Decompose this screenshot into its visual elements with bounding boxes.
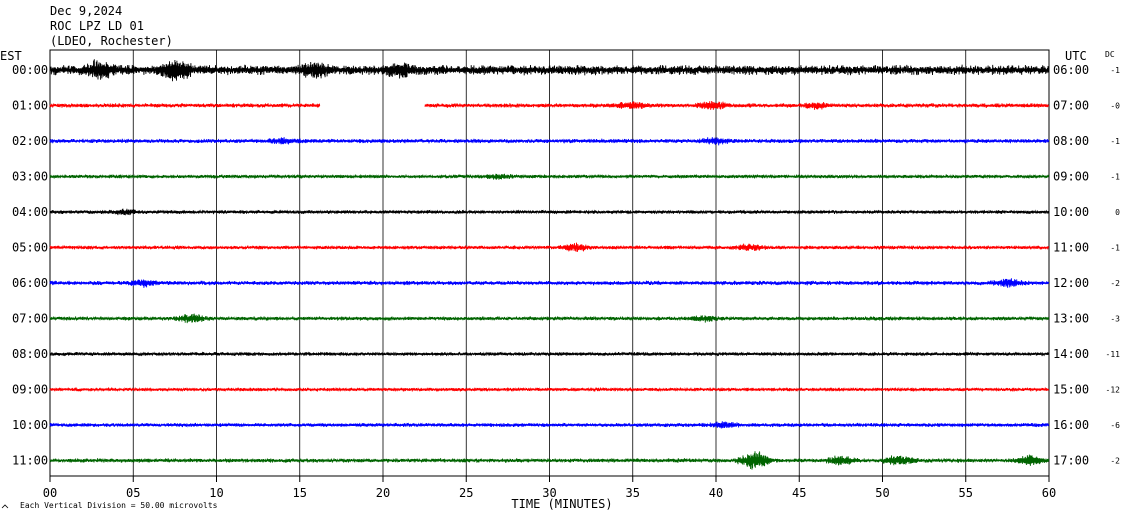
est-hour-label: 02:00 bbox=[12, 134, 48, 148]
station-label: ROC LPZ LD 01 bbox=[50, 19, 144, 33]
scale-footnote: Each Vertical Division = 50.00 microvolt… bbox=[20, 501, 218, 510]
dc-offset-label: 0 bbox=[1115, 208, 1120, 217]
x-tick-label: 55 bbox=[959, 486, 973, 500]
est-hour-label: 09:00 bbox=[12, 383, 48, 397]
utc-hour-label: 16:00 bbox=[1053, 418, 1089, 432]
est-hour-label: 08:00 bbox=[12, 347, 48, 361]
x-tick-label: 25 bbox=[459, 486, 473, 500]
x-tick-label: 35 bbox=[626, 486, 640, 500]
x-tick-label: 60 bbox=[1042, 486, 1056, 500]
x-tick-label: 00 bbox=[43, 486, 57, 500]
dc-offset-label: -0 bbox=[1110, 102, 1120, 111]
est-hour-label: 07:00 bbox=[12, 312, 48, 326]
seismic-trace-07:00 bbox=[49, 313, 1050, 324]
x-tick-label: 40 bbox=[709, 486, 723, 500]
est-hour-label: 04:00 bbox=[12, 205, 48, 219]
seismic-trace-00:00 bbox=[49, 59, 1050, 82]
seismic-trace-05:00 bbox=[49, 242, 1050, 252]
dc-offset-label: -1 bbox=[1110, 173, 1120, 182]
utc-axis-label: UTC bbox=[1065, 49, 1087, 63]
dc-offset-label: -2 bbox=[1110, 279, 1120, 288]
utc-hour-label: 09:00 bbox=[1053, 170, 1089, 184]
network-label: (LDEO, Rochester) bbox=[50, 34, 173, 48]
dc-offset-label: -12 bbox=[1106, 386, 1121, 395]
est-hour-label: 00:00 bbox=[12, 63, 48, 77]
dc-offset-label: -2 bbox=[1110, 457, 1120, 466]
date-label: Dec 9,2024 bbox=[50, 4, 123, 18]
seismic-trace-06:00 bbox=[49, 278, 1050, 288]
scale-glyph-icon bbox=[1, 504, 9, 509]
est-hour-label: 01:00 bbox=[12, 99, 48, 113]
dc-offset-label: -3 bbox=[1110, 315, 1120, 324]
x-tick-label: 50 bbox=[875, 486, 889, 500]
utc-hour-label: 14:00 bbox=[1053, 347, 1089, 361]
est-hour-label: 11:00 bbox=[12, 454, 48, 468]
utc-hour-label: 08:00 bbox=[1053, 134, 1089, 148]
x-tick-label: 15 bbox=[293, 486, 307, 500]
seismic-trace-09:00 bbox=[49, 386, 1050, 393]
est-hour-label: 06:00 bbox=[12, 276, 48, 290]
x-axis-title: TIME (MINUTES) bbox=[511, 497, 612, 511]
utc-hour-label: 11:00 bbox=[1053, 241, 1089, 255]
dc-offset-label: -1 bbox=[1110, 244, 1120, 253]
utc-hour-label: 15:00 bbox=[1053, 383, 1089, 397]
est-hour-label: 03:00 bbox=[12, 170, 48, 184]
x-tick-label: 10 bbox=[209, 486, 223, 500]
utc-hour-label: 06:00 bbox=[1053, 63, 1089, 77]
dc-offset-label: -11 bbox=[1106, 350, 1121, 359]
dc-offset-label: -6 bbox=[1110, 421, 1120, 430]
x-tick-label: 45 bbox=[792, 486, 806, 500]
seismic-trace-10:00 bbox=[49, 421, 1050, 429]
utc-hour-label: 17:00 bbox=[1053, 454, 1089, 468]
dc-offset-label: -1 bbox=[1110, 137, 1120, 146]
est-hour-label: 05:00 bbox=[12, 241, 48, 255]
label-layer: 00 05 10 15 20 25 30 35 40 45 50 55 60 TIME (MINUTES)… bbox=[0, 49, 1120, 511]
grid-layer bbox=[49, 49, 1050, 482]
utc-hour-label: 10:00 bbox=[1053, 205, 1089, 219]
est-hour-label: 10:00 bbox=[12, 418, 48, 432]
utc-hour-label: 13:00 bbox=[1053, 312, 1089, 326]
dc-offset-label: -1 bbox=[1110, 66, 1120, 75]
x-tick-label: 20 bbox=[376, 486, 390, 500]
seismic-trace-03:00 bbox=[49, 173, 1050, 180]
x-tick-label: 30 bbox=[542, 486, 556, 500]
utc-hour-label: 12:00 bbox=[1053, 276, 1089, 290]
seismic-trace-04:00 bbox=[49, 208, 1050, 216]
seismic-trace-08:00 bbox=[49, 351, 1050, 357]
seismic-trace-02:00 bbox=[49, 137, 1050, 146]
est-axis-label: EST bbox=[0, 49, 22, 63]
seismic-trace-01:00 bbox=[49, 100, 1050, 110]
trace-layer bbox=[49, 59, 1050, 470]
utc-hour-label: 07:00 bbox=[1053, 99, 1089, 113]
seismic-trace-11:00 bbox=[49, 451, 1050, 470]
dc-label: DC bbox=[1105, 50, 1115, 59]
x-tick-label: 05 bbox=[126, 486, 140, 500]
